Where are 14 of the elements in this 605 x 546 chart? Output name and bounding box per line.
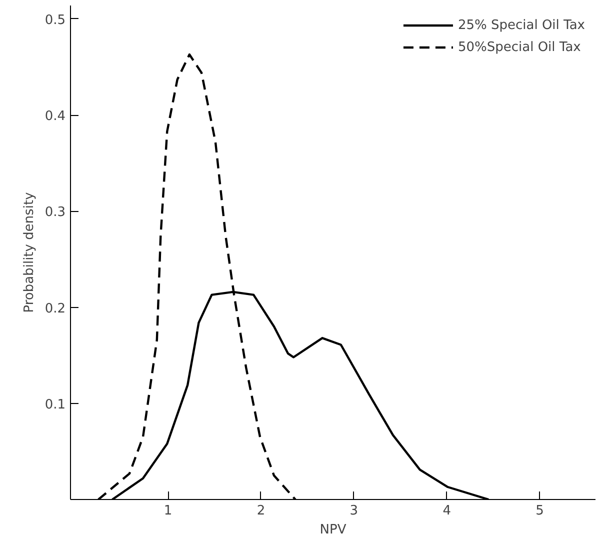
x-tick-label: 5 xyxy=(536,504,544,518)
x-tick-label: 3 xyxy=(350,504,358,518)
x-axis-title: NPV xyxy=(320,522,346,538)
y-tick-label: 0.1 xyxy=(44,397,66,412)
y-tick-label: 0.4 xyxy=(44,109,66,124)
y-tick-label: 0.5 xyxy=(44,12,66,28)
legend-label: 50%Special Oil Tax xyxy=(458,40,581,54)
x-tick-label: 1 xyxy=(164,504,172,518)
x-tick-label: 4 xyxy=(442,504,451,518)
legend-label: 25% Special Oil Tax xyxy=(458,18,585,32)
y-axis-title: Probability density xyxy=(22,192,37,313)
x-tick-label: 2 xyxy=(256,504,266,518)
y-tick-label: 0.2 xyxy=(44,301,66,316)
y-tick-label: 0.3 xyxy=(44,205,66,220)
